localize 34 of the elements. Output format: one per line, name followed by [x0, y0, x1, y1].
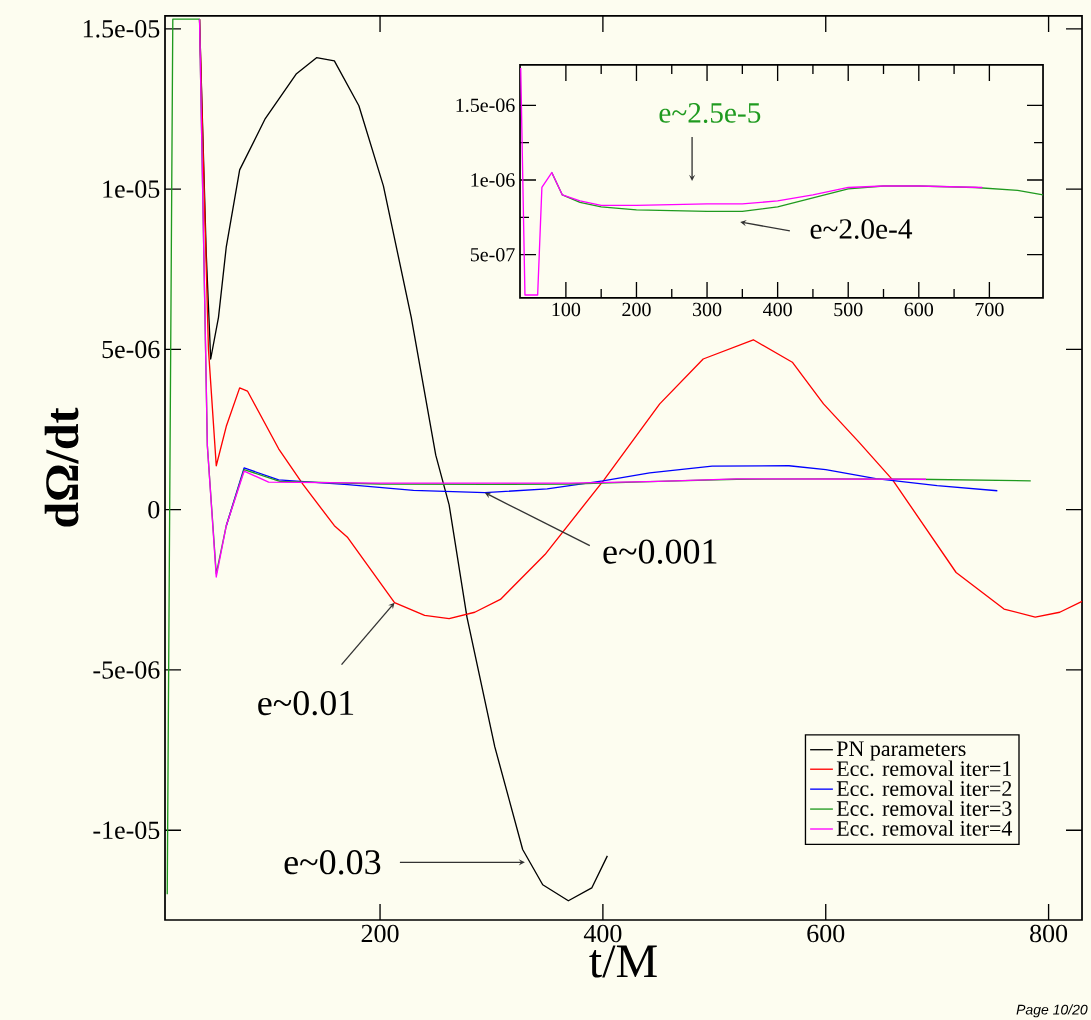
legend-label: PN parameters — [836, 741, 966, 761]
x-axis-title: t/M — [589, 945, 657, 978]
y-tick-label: 5e-06 — [102, 340, 160, 359]
text: Page 10/20 — [1016, 1004, 1088, 1018]
x-tick-label: 200 — [622, 302, 651, 317]
annotation: e~0.01 — [258, 690, 354, 716]
annotation: e~0.03 — [284, 850, 381, 875]
y-tick-label: 1e-05 — [103, 180, 160, 198]
y-tick-label: 1.5e-05 — [83, 19, 160, 38]
x-tick-label: 800 — [1030, 924, 1068, 943]
x-tick-label: 600 — [807, 924, 845, 943]
x-tick-label: 700 — [975, 302, 1004, 317]
legend-label: Ecc. removal iter=1 — [836, 760, 1012, 777]
x-tick-label: 600 — [904, 302, 934, 317]
annotation: e~2.5e-5 — [659, 103, 761, 123]
x-tick-label: 300 — [693, 302, 722, 317]
x-tick-label: 100 — [552, 302, 581, 317]
legend-label: Ecc. removal iter=2 — [836, 780, 1012, 797]
x-tick-label: 400 — [763, 302, 792, 317]
y-tick-label: -1e-05 — [93, 821, 160, 840]
annotation: e~0.001 — [603, 539, 717, 564]
y-tick-label: 1.5e-06 — [456, 98, 515, 113]
legend-label: Ecc. removal iter=4 — [836, 820, 1013, 836]
y-axis-title: dΩ/dt — [44, 407, 79, 527]
x-tick-label: 400 — [583, 924, 622, 943]
annotation: e~2.0e-4 — [810, 219, 913, 239]
x-tick-label: 500 — [834, 302, 863, 317]
y-tick-label: 0 — [148, 500, 160, 519]
x-tick-label: 200 — [361, 924, 399, 943]
y-tick-label: -5e-06 — [93, 661, 160, 679]
y-tick-label: 1e-06 — [471, 173, 515, 187]
y-tick-label: 5e-07 — [470, 247, 515, 262]
legend-label: Ecc. removal iter=3 — [836, 800, 1012, 817]
line-series — [520, 67, 983, 296]
